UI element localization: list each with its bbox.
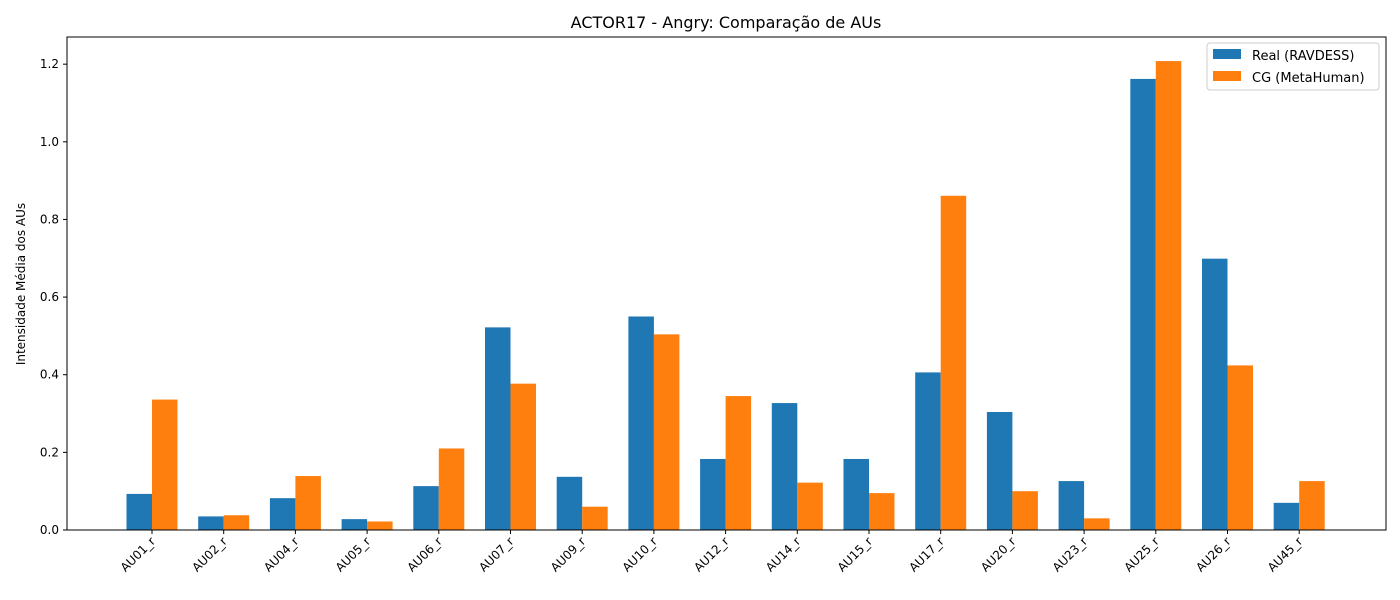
x-tick-label: AU17_r [906,534,946,574]
bar-cg-au05-r [367,521,393,530]
chart-title: ACTOR17 - Angry: Comparação de AUs [571,13,882,32]
x-tick-label: AU15_r [835,534,875,574]
legend: Real (RAVDESS) CG (MetaHuman) [1206,42,1380,91]
x-tick-label: AU14_r [763,534,803,574]
x-tick-label: AU45_r [1265,534,1305,574]
bar-real-au02-r [198,516,224,530]
y-tick-label: 0.4 [40,368,59,382]
bar-real-au14-r [771,403,798,530]
plot-frame [66,36,1387,531]
bar-real-au45-r [1273,502,1300,530]
bar-cg-au25-r [1155,61,1182,530]
bar-real-au26-r [1202,258,1228,530]
x-tick-label: AU04_r [261,534,301,574]
bars-group [126,61,1325,531]
bar-real-au25-r [1130,78,1156,531]
bar-cg-au07-r [510,383,536,530]
bar-cg-au26-r [1227,365,1253,530]
x-tick-label: AU09_r [548,534,588,574]
bar-cg-au04-r [295,476,321,530]
x-tick-label: AU05_r [333,534,373,574]
bar-real-au10-r [628,316,654,530]
bar-real-au05-r [341,519,368,530]
x-tick-label: AU10_r [620,534,660,574]
x-tick-label: AU25_r [1121,534,1161,574]
bar-real-au20-r [986,411,1013,530]
bar-cg-au09-r [582,506,608,530]
bar-real-au12-r [700,458,726,530]
x-tick-label: AU12_r [691,534,731,574]
x-ticks-group: AU01_r AU02_r AU04_r AU05_r AU06_r AU07_r AU09… [118,530,1305,575]
bar-real-au04-r [269,498,296,530]
x-tick-label: AU01_r [118,534,158,574]
bar-cg-au17-r [940,195,967,530]
y-ticks-group: 0.0 0.2 0.4 0.6 0.8 1.0 1.2 [40,57,67,537]
y-tick-label: 1.0 [40,135,59,149]
bar-real-au15-r [843,458,869,530]
bar-real-au07-r [485,327,511,530]
bar-real-au09-r [556,476,583,530]
legend-swatch-real [1213,49,1241,59]
bar-real-au17-r [915,372,941,530]
legend-label-cg: CG (MetaHuman) [1252,71,1365,86]
bar-cg-au15-r [869,493,895,530]
bar-cg-au10-r [653,334,680,530]
y-tick-label: 0.0 [40,523,59,537]
legend-label-real: Real (RAVDESS) [1252,49,1355,64]
x-tick-label: AU02_r [189,534,229,574]
y-tick-label: 1.2 [40,57,59,71]
bar-cg-au23-r [1084,518,1110,530]
x-tick-label: AU20_r [978,534,1018,574]
x-tick-label: AU26_r [1193,534,1233,574]
legend-swatch-cg [1213,71,1241,81]
bar-cg-au12-r [725,396,752,530]
y-tick-label: 0.6 [40,290,59,304]
bar-cg-au20-r [1012,491,1038,530]
y-tick-label: 0.8 [40,212,59,226]
bar-cg-au06-r [438,448,465,530]
bar-real-au23-r [1058,481,1085,530]
x-tick-label: AU06_r [404,534,444,574]
bar-real-au06-r [413,486,439,530]
legend-frame [1206,42,1380,91]
x-tick-label: AU07_r [476,534,516,574]
bar-cg-au45-r [1299,481,1325,530]
bar-cg-au01-r [152,399,178,530]
bar-real-au01-r [126,493,152,530]
y-axis-label: Intensidade Média dos AUs [14,203,28,365]
bar-cg-au14-r [797,482,823,530]
y-tick-label: 0.2 [40,445,59,459]
x-tick-label: AU23_r [1050,534,1090,574]
bar-cg-au02-r [223,515,250,530]
